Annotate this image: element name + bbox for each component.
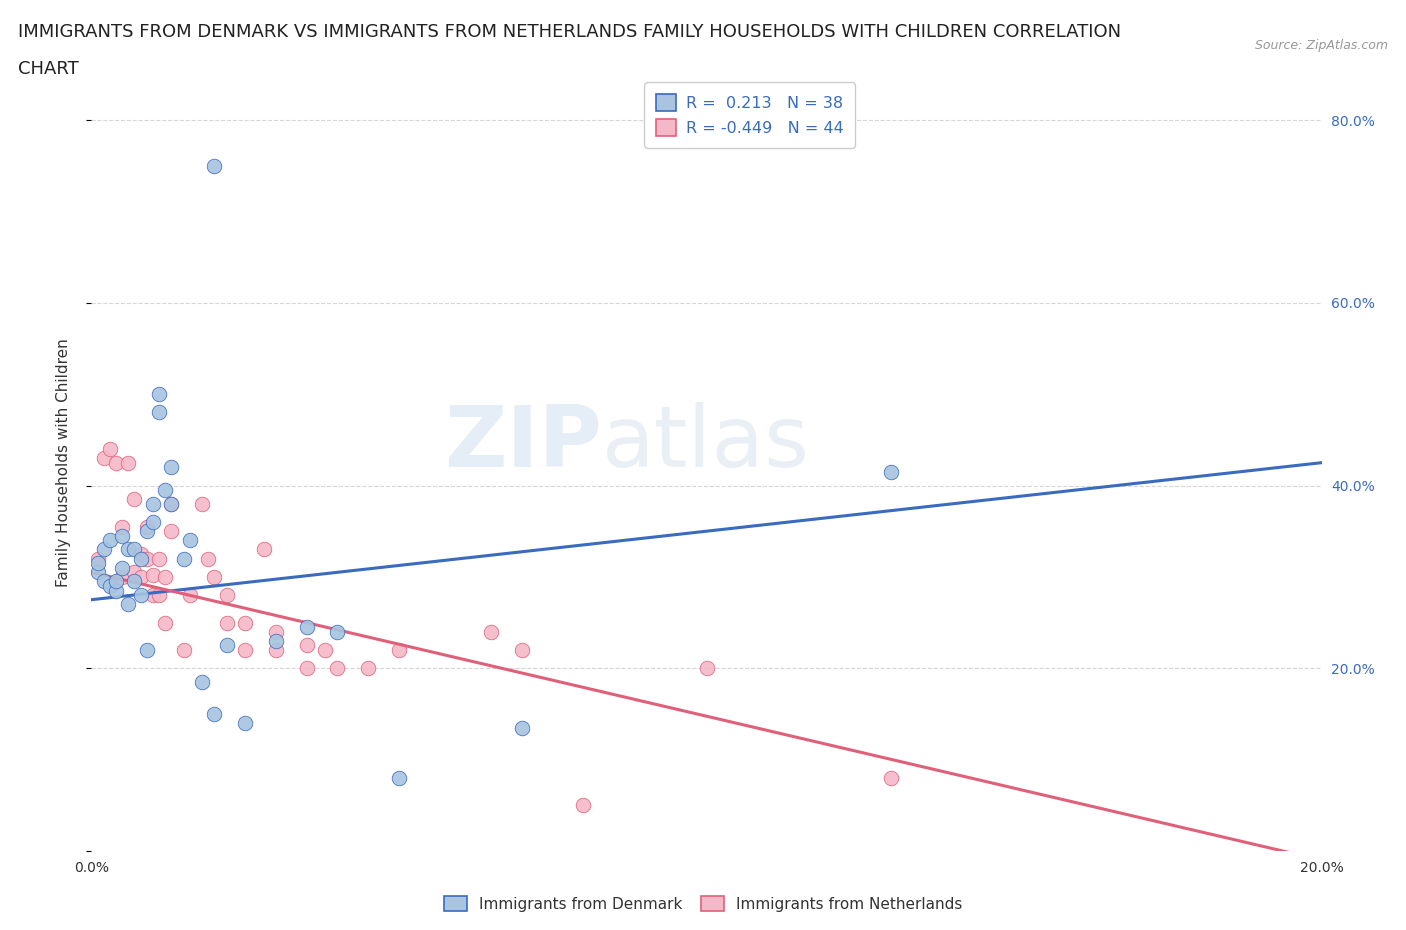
Point [153,483,177,498]
Point [326,661,349,676]
Point [111,528,134,543]
Legend: Immigrants from Denmark, Immigrants from Netherlands: Immigrants from Denmark, Immigrants from… [437,889,969,918]
Text: ZIP: ZIP [444,402,602,485]
Point [388,770,411,785]
Point [510,643,533,658]
Point [129,551,152,566]
Point [388,643,411,658]
Point [142,567,165,582]
Point [153,569,177,584]
Point [105,574,127,589]
Point [233,715,256,730]
Point [191,674,214,689]
Point [86,556,108,571]
Point [142,514,165,529]
Point [264,624,287,639]
Point [215,588,238,603]
Text: IMMIGRANTS FROM DENMARK VS IMMIGRANTS FROM NETHERLANDS FAMILY HOUSEHOLDS WITH CH: IMMIGRANTS FROM DENMARK VS IMMIGRANTS FR… [18,23,1122,41]
Point [160,497,183,512]
Point [86,551,108,566]
Point [124,565,146,579]
Point [202,158,225,173]
Point [295,619,318,634]
Point [129,588,152,603]
Point [111,519,134,534]
Point [160,459,183,474]
Point [215,638,238,653]
Y-axis label: Family Households with Children: Family Households with Children [56,339,70,587]
Point [105,456,127,471]
Point [148,405,170,419]
Point [173,551,195,566]
Point [295,661,318,676]
Point [135,519,157,534]
Text: CHART: CHART [18,60,79,78]
Point [111,569,134,584]
Point [142,588,165,603]
Point [179,588,201,603]
Point [117,456,139,471]
Point [326,624,349,639]
Point [264,633,287,648]
Point [510,720,533,735]
Point [880,464,903,479]
Point [696,661,718,676]
Point [124,542,146,557]
Text: Source: ZipAtlas.com: Source: ZipAtlas.com [1254,39,1388,52]
Point [479,624,502,639]
Point [148,551,170,566]
Point [105,583,127,598]
Point [191,497,214,512]
Point [148,387,170,402]
Point [93,574,115,589]
Point [295,638,318,653]
Point [129,547,152,562]
Point [153,615,177,630]
Point [357,661,380,676]
Point [215,615,238,630]
Point [86,565,108,579]
Point [93,542,115,557]
Point [264,643,287,658]
Point [314,643,336,658]
Point [572,798,595,813]
Point [148,588,170,603]
Point [197,551,219,566]
Point [202,707,225,722]
Point [98,442,121,457]
Point [160,497,183,512]
Point [179,533,201,548]
Point [135,551,157,566]
Point [160,524,183,538]
Point [93,451,115,466]
Point [233,643,256,658]
Point [880,770,903,785]
Point [142,497,165,512]
Point [117,597,139,612]
Point [111,560,134,575]
Point [98,578,121,593]
Point [135,643,157,658]
Point [233,615,256,630]
Text: atlas: atlas [602,402,810,485]
Point [124,492,146,507]
Legend: R =  0.213   N = 38, R = -0.449   N = 44: R = 0.213 N = 38, R = -0.449 N = 44 [644,83,855,148]
Point [117,542,139,557]
Point [135,524,157,538]
Point [253,542,276,557]
Point [173,643,195,658]
Point [124,574,146,589]
Point [98,533,121,548]
Point [202,569,225,584]
Point [129,569,152,584]
